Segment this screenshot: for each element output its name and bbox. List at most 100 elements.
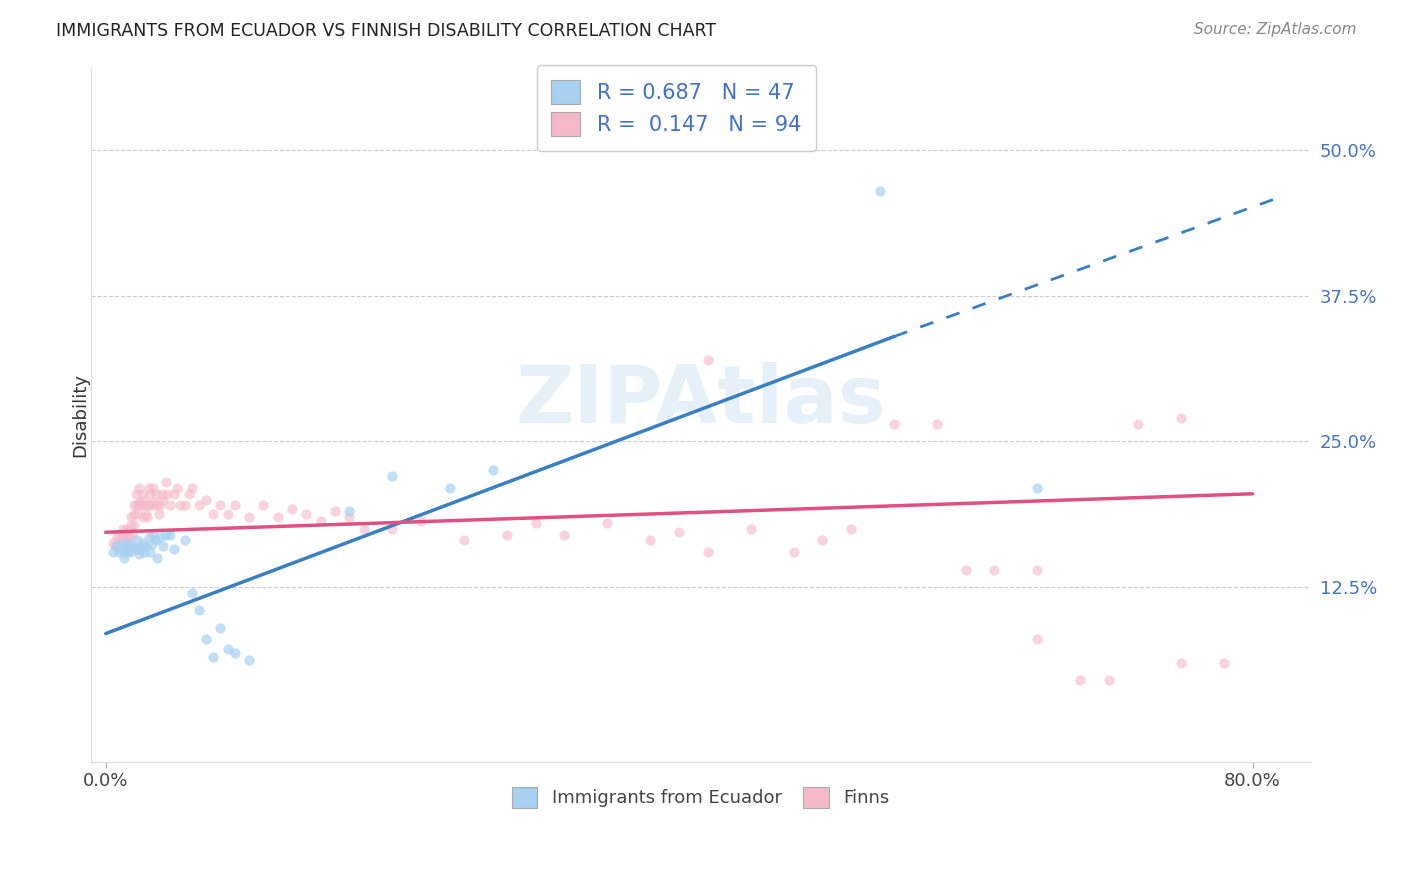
Point <box>132 535 155 549</box>
Point <box>152 492 174 507</box>
Point <box>124 499 146 513</box>
Point <box>927 417 949 431</box>
Point <box>1126 417 1149 431</box>
Point <box>124 507 146 521</box>
Point <box>117 537 139 551</box>
Point <box>124 539 146 553</box>
Point <box>131 539 153 553</box>
Point <box>105 530 128 544</box>
Point <box>152 539 174 553</box>
Point <box>217 641 239 656</box>
Point <box>1026 481 1049 495</box>
Point <box>138 499 160 513</box>
Point <box>166 481 188 495</box>
Point <box>107 545 129 559</box>
Point <box>1026 562 1049 576</box>
Point <box>1170 656 1192 670</box>
Point <box>128 548 150 562</box>
Point <box>142 481 165 495</box>
Point <box>122 525 145 540</box>
Point <box>524 516 547 530</box>
Point <box>169 499 191 513</box>
Point <box>1170 411 1192 425</box>
Point <box>267 510 290 524</box>
Point <box>111 537 134 551</box>
Point <box>134 545 156 559</box>
Point <box>108 541 131 556</box>
Point <box>129 499 152 513</box>
Point <box>155 475 177 490</box>
Point <box>101 545 124 559</box>
Point <box>148 507 170 521</box>
Point <box>104 539 127 553</box>
Point <box>135 539 157 553</box>
Point <box>496 527 519 541</box>
Point <box>111 522 134 536</box>
Point <box>337 510 360 524</box>
Point <box>127 507 149 521</box>
Point <box>112 525 135 540</box>
Point <box>187 499 209 513</box>
Point <box>195 632 218 647</box>
Point <box>217 507 239 521</box>
Point <box>163 541 186 556</box>
Point <box>135 507 157 521</box>
Point <box>553 527 575 541</box>
Point <box>381 469 404 483</box>
Point <box>146 499 169 513</box>
Point <box>125 541 148 556</box>
Point <box>127 533 149 548</box>
Point <box>209 621 232 635</box>
Point <box>163 487 186 501</box>
Point <box>696 545 718 559</box>
Point <box>145 533 167 548</box>
Point <box>149 530 172 544</box>
Point <box>224 647 246 661</box>
Point <box>983 562 1005 576</box>
Point <box>155 527 177 541</box>
Text: Source: ZipAtlas.com: Source: ZipAtlas.com <box>1194 22 1357 37</box>
Point <box>115 541 138 556</box>
Text: IMMIGRANTS FROM ECUADOR VS FINNISH DISABILITY CORRELATION CHART: IMMIGRANTS FROM ECUADOR VS FINNISH DISAB… <box>56 22 717 40</box>
Point <box>381 522 404 536</box>
Point <box>453 533 475 548</box>
Point <box>143 495 166 509</box>
Point <box>159 527 181 541</box>
Point <box>115 522 138 536</box>
Legend: Immigrants from Ecuador, Finns: Immigrants from Ecuador, Finns <box>505 780 897 815</box>
Point <box>811 533 834 548</box>
Point <box>1098 673 1121 688</box>
Point <box>120 545 142 559</box>
Point <box>869 184 891 198</box>
Point <box>839 522 862 536</box>
Point <box>110 533 132 548</box>
Point <box>138 530 160 544</box>
Point <box>180 481 202 495</box>
Point <box>309 514 332 528</box>
Point <box>159 499 181 513</box>
Point <box>209 499 232 513</box>
Point <box>141 499 163 513</box>
Point <box>112 550 135 565</box>
Point <box>187 603 209 617</box>
Point <box>1212 656 1234 670</box>
Point <box>139 487 162 501</box>
Point <box>481 463 503 477</box>
Point <box>114 533 136 548</box>
Point <box>238 653 260 667</box>
Point <box>108 527 131 541</box>
Point <box>439 481 461 495</box>
Point <box>121 510 143 524</box>
Point <box>173 533 195 548</box>
Point <box>139 545 162 559</box>
Point <box>195 492 218 507</box>
Point <box>252 499 274 513</box>
Point <box>409 514 432 528</box>
Point <box>955 562 977 576</box>
Point <box>281 502 304 516</box>
Point <box>180 586 202 600</box>
Point <box>132 510 155 524</box>
Text: ZIPAtlas: ZIPAtlas <box>515 362 886 441</box>
Point <box>129 541 152 556</box>
Point <box>238 510 260 524</box>
